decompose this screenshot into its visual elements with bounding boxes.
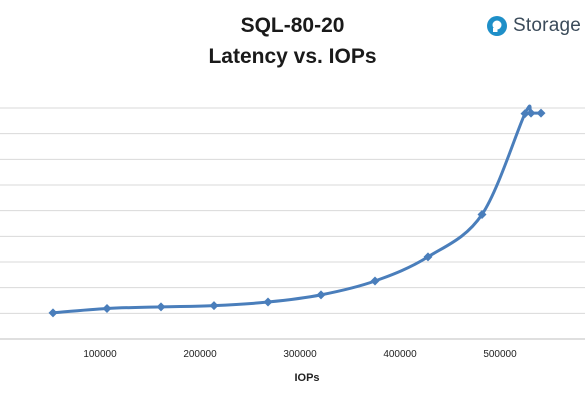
data-point-marker <box>520 109 530 119</box>
data-point-marker <box>370 276 380 286</box>
storage-logo-icon <box>487 16 508 36</box>
series-group <box>48 104 546 318</box>
data-point-marker <box>156 302 166 312</box>
data-point-marker <box>102 303 112 313</box>
x-tick-label: 100000 <box>83 349 117 360</box>
chart-title-block: SQL-80-20 Latency vs. IOPs <box>0 10 585 72</box>
data-point-marker <box>48 308 58 318</box>
x-tick-label: 300000 <box>283 349 317 360</box>
data-point-marker <box>316 290 326 300</box>
data-point-marker <box>263 297 273 307</box>
x-tick-label: 200000 <box>183 349 217 360</box>
data-point-marker <box>423 252 433 262</box>
data-point-marker <box>526 108 536 118</box>
brand-logo: Storage <box>485 14 581 38</box>
x-tick-label: 500000 <box>483 349 517 360</box>
data-point-marker <box>536 108 546 118</box>
chart-title: SQL-80-20 <box>240 14 345 37</box>
series-line <box>52 104 542 315</box>
x-tick-label: 400000 <box>383 349 417 360</box>
x-tick-labels: 100000 200000 300000 400000 500000 <box>83 349 517 360</box>
data-point-marker <box>477 210 487 220</box>
gridlines <box>0 107 585 340</box>
chart-subtitle: Latency vs. IOPs <box>208 45 377 68</box>
data-point-marker <box>209 301 219 311</box>
brand-name: Storage <box>513 15 581 36</box>
x-axis-title: IOPs <box>294 372 319 384</box>
